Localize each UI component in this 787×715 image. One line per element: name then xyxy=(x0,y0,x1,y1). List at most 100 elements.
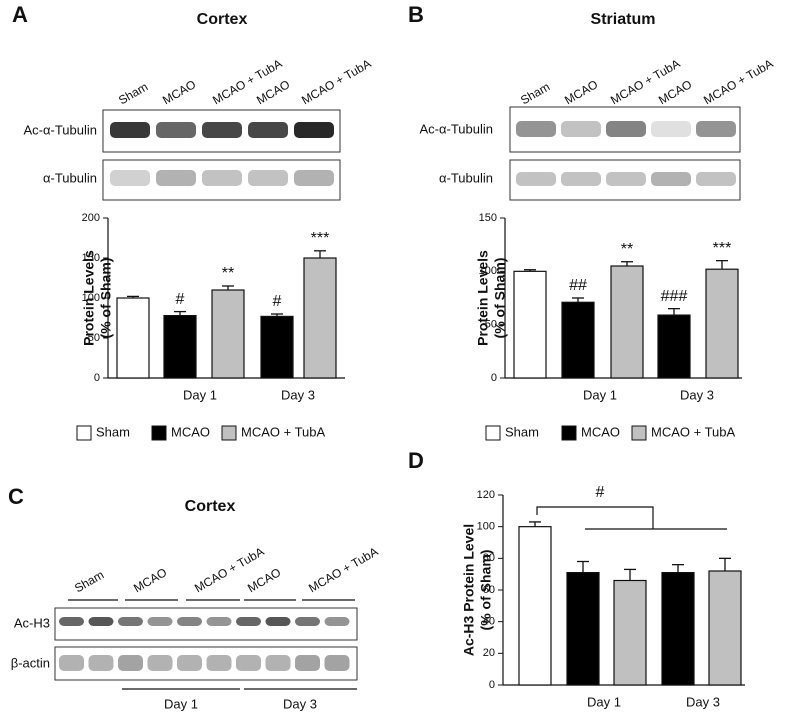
band xyxy=(206,655,232,671)
band xyxy=(606,121,646,137)
lane-label: MCAO xyxy=(160,77,198,107)
annotation: # xyxy=(176,291,185,308)
lane-label: MCAO xyxy=(656,77,694,107)
annotation: # xyxy=(596,484,605,501)
lane-label: MCAO + TubA xyxy=(306,544,380,595)
y-axis-label: Protein Levels xyxy=(475,250,491,346)
band xyxy=(206,617,232,626)
panel-label: D xyxy=(408,448,424,473)
bar xyxy=(513,270,547,379)
y-tick-label: 60 xyxy=(483,584,495,596)
y-axis-label: (% of Sham) xyxy=(492,258,508,339)
day-label: Day 1 xyxy=(164,696,198,711)
band xyxy=(324,655,350,671)
annotation: ** xyxy=(621,241,633,258)
legend-label: Sham xyxy=(505,424,539,439)
row-label: Ac-α-Tubulin xyxy=(24,122,98,137)
band xyxy=(295,617,320,626)
row-label: Ac-α-Tubulin xyxy=(420,121,494,136)
band xyxy=(156,170,196,186)
bar xyxy=(566,571,600,686)
lane-label: Sham xyxy=(72,568,106,596)
group-label: Day 3 xyxy=(686,694,720,709)
row-label: α-Tubulin xyxy=(439,170,493,185)
band xyxy=(651,121,691,137)
band xyxy=(147,617,173,626)
group-label: Day 1 xyxy=(587,694,621,709)
y-tick-label: 0 xyxy=(94,372,100,384)
panel-label: A xyxy=(12,2,28,27)
group-label: Day 3 xyxy=(281,387,315,402)
y-tick-label: 100 xyxy=(477,521,495,533)
lane-label: MCAO xyxy=(245,565,283,595)
band xyxy=(561,121,601,137)
legend-label: MCAO xyxy=(171,424,210,439)
band xyxy=(324,617,350,626)
band xyxy=(118,655,143,671)
bar xyxy=(708,570,742,686)
band xyxy=(295,655,320,671)
legend-swatch xyxy=(151,425,167,441)
lane-underlines xyxy=(68,599,357,690)
y-tick-label: 100 xyxy=(479,265,497,277)
legend-label: MCAO + TubA xyxy=(651,424,735,439)
band xyxy=(59,655,84,671)
band xyxy=(177,617,202,626)
y-axis-label: Protein Levels xyxy=(81,250,97,346)
annotation: ** xyxy=(222,265,234,282)
band xyxy=(147,655,173,671)
annotation: *** xyxy=(713,240,732,257)
bar xyxy=(518,526,552,686)
band xyxy=(651,172,691,186)
day-label: Day 3 xyxy=(283,696,317,711)
y-axis-label: Ac-H3 Protein Level xyxy=(461,524,477,656)
lane-label: MCAO + TubA xyxy=(701,56,775,107)
bar xyxy=(661,571,695,686)
y-axis-label: (% of Sham) xyxy=(478,550,494,631)
panel-label: B xyxy=(408,2,424,27)
bar xyxy=(116,297,150,379)
legend-swatch xyxy=(221,425,237,441)
lane-label: MCAO xyxy=(562,77,600,107)
band xyxy=(202,170,242,186)
bar xyxy=(163,315,197,379)
band xyxy=(516,121,556,137)
blot-title: Cortex xyxy=(185,498,236,515)
y-tick-label: 100 xyxy=(82,292,100,304)
legend-swatch xyxy=(485,425,501,441)
y-tick-label: 200 xyxy=(82,212,100,224)
chart-title: Striatum xyxy=(591,11,656,28)
bar xyxy=(211,289,245,379)
lane-label: Sham xyxy=(116,80,150,108)
bar xyxy=(613,579,647,686)
y-tick-label: 80 xyxy=(483,552,495,564)
legend-swatch xyxy=(76,425,92,441)
y-tick-label: 120 xyxy=(477,489,495,501)
annotation: # xyxy=(273,293,282,310)
blot-bands xyxy=(59,121,736,671)
band xyxy=(561,172,601,186)
y-tick-label: 40 xyxy=(483,616,495,628)
band xyxy=(248,170,288,186)
y-tick-label: 50 xyxy=(485,319,497,331)
legend-swatch xyxy=(631,425,647,441)
lane-label: MCAO xyxy=(131,565,169,595)
significance-bracket xyxy=(536,506,727,530)
annotation: ## xyxy=(569,277,587,294)
band xyxy=(265,655,291,671)
bar xyxy=(705,268,739,379)
row-label: β-actin xyxy=(11,655,50,670)
band xyxy=(110,122,150,138)
y-tick-label: 150 xyxy=(82,252,100,264)
band xyxy=(696,172,736,186)
bar xyxy=(657,314,691,379)
y-axis-label: (% of Sham) xyxy=(98,258,114,339)
band xyxy=(294,122,334,138)
group-label: Day 3 xyxy=(680,387,714,402)
band xyxy=(294,170,334,186)
lane-label: Sham xyxy=(518,80,552,108)
group-label: Day 1 xyxy=(183,387,217,402)
band xyxy=(202,122,242,138)
legend-swatch xyxy=(561,425,577,441)
